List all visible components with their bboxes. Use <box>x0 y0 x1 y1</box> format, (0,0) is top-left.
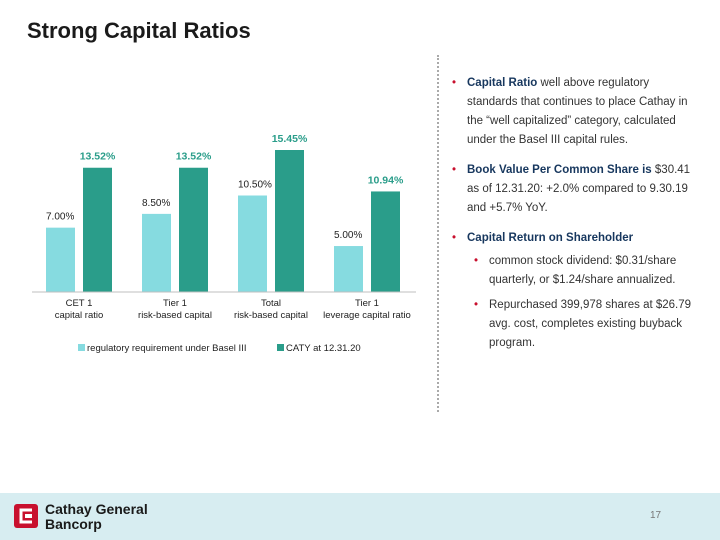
category-label-2-1: risk-based capital <box>234 310 308 321</box>
bullet-capital-return: Capital Return on Shareholder <box>452 229 692 248</box>
slide-title: Strong Capital Ratios <box>27 18 251 43</box>
page-number: 17 <box>650 510 662 521</box>
legend-label-0: regulatory requirement under Basel III <box>87 343 246 354</box>
bar-regulatory-1 <box>142 213 171 292</box>
sub-bullet-dividend: common stock dividend: $0.31/share quart… <box>474 252 692 290</box>
bar-caty-1 <box>179 167 208 292</box>
divider <box>437 55 439 412</box>
data-label-caty-3: 10.94% <box>368 174 404 186</box>
bullet-list: Capital Ratio well above regulatory stan… <box>452 74 692 359</box>
bullet-3-bold: Capital Return on Shareholder <box>467 232 634 244</box>
data-label-regulatory-1: 8.50% <box>142 198 170 209</box>
cathay-logo-icon <box>14 504 38 528</box>
logo-line-1: Cathay General <box>45 501 148 517</box>
bar-caty-3 <box>371 191 400 292</box>
bullet-2-bold: Book Value Per Common Share is <box>467 164 652 176</box>
data-label-caty-0: 13.52% <box>80 151 116 163</box>
bar-regulatory-3 <box>334 246 363 292</box>
logo-line-2: Bancorp <box>45 516 102 532</box>
data-label-caty-1: 13.52% <box>176 151 212 163</box>
category-label-2-0: Total <box>261 298 281 309</box>
data-label-regulatory-3: 5.00% <box>334 230 362 241</box>
category-label-3-0: Tier 1 <box>355 298 379 309</box>
bullet-book-value: Book Value Per Common Share is $30.41 as… <box>452 161 692 218</box>
category-label-0-1: capital ratio <box>55 310 104 321</box>
data-label-regulatory-0: 7.00% <box>46 212 74 223</box>
bar-regulatory-2 <box>238 195 267 292</box>
bullet-1-text: well above regulatory standards that con… <box>467 77 688 146</box>
bar-caty-2 <box>275 150 304 292</box>
legend-label-1: CATY at 12.31.20 <box>286 343 361 354</box>
bullet-1-bold: Capital Ratio <box>467 77 538 89</box>
category-label-1-1: risk-based capital <box>138 310 212 321</box>
sub-bullet-repurchase: Repurchased 399,978 shares at $26.79 avg… <box>474 296 692 353</box>
footer: Cathay General Bancorp 17 <box>0 493 720 540</box>
legend-swatch-0 <box>78 344 85 351</box>
category-label-0-0: CET 1 <box>66 298 93 309</box>
data-label-regulatory-2: 10.50% <box>238 179 272 190</box>
data-label-caty-2: 15.45% <box>272 133 308 145</box>
bullet-capital-ratio: Capital Ratio well above regulatory stan… <box>452 74 692 150</box>
category-label-3-1: leverage capital ratio <box>323 310 411 321</box>
category-label-1-0: Tier 1 <box>163 298 187 309</box>
bar-regulatory-0 <box>46 227 75 292</box>
legend-swatch-1 <box>277 344 284 351</box>
bullet-2-text: $30.41 as of 12.31.20: +2.0% compared to… <box>467 164 691 214</box>
bar-caty-0 <box>83 167 112 292</box>
logo-text: Cathay General Bancorp <box>45 502 148 532</box>
